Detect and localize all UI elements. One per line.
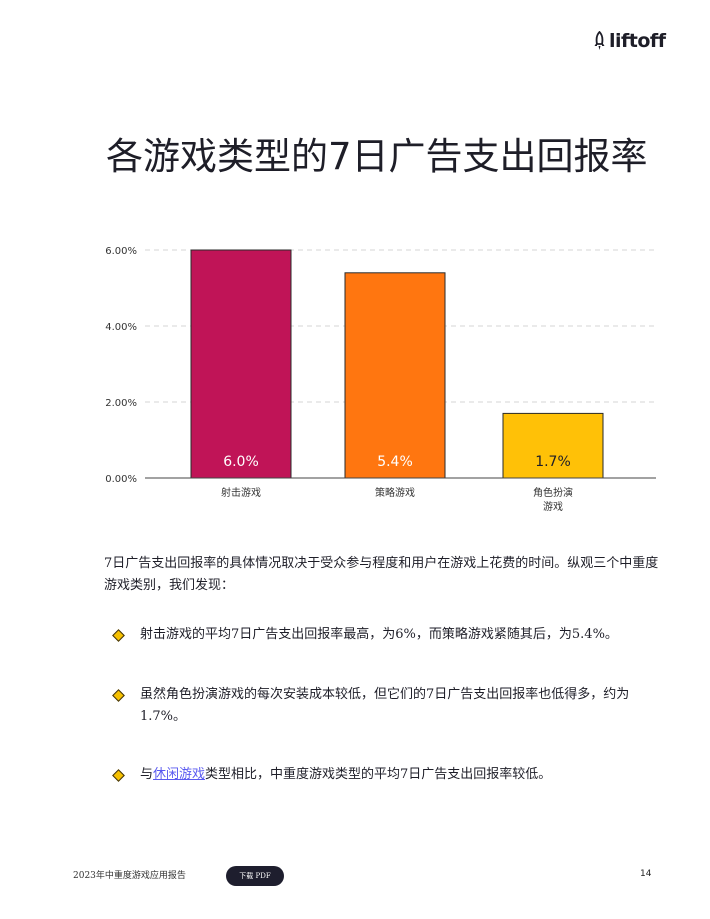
page-number: 14	[640, 869, 652, 879]
data-label: 1.7%	[535, 454, 571, 470]
bullet-text: 与休闲游戏类型相比，中重度游戏类型的平均7日广告支出回报率较低。	[140, 764, 650, 786]
report-name: 2023年中重度游戏应用报告	[73, 871, 186, 881]
bullet-item: 与休闲游戏类型相比，中重度游戏类型的平均7日广告支出回报率较低。	[112, 764, 650, 786]
x-tick-label: 游戏	[543, 500, 563, 513]
bullet-prefix: 与	[140, 767, 154, 782]
bar	[502, 412, 604, 479]
y-tick-label: 0.00%	[105, 474, 137, 485]
casual-games-link[interactable]: 休闲游戏	[153, 767, 206, 782]
x-tick-label: 角色扮演	[533, 486, 573, 499]
bar	[344, 272, 446, 479]
bar	[190, 249, 292, 479]
download-pdf-button[interactable]: 下载 PDF	[226, 866, 284, 886]
brand-name: liftoff	[609, 30, 666, 52]
bullet-item: 射击游戏的平均7日广告支出回报率最高，为6%，而策略游戏紧随其后，为5.4%。	[112, 624, 650, 646]
bar-chart: 0.00% 2.00% 4.00% 6.00% 6.0% 射击游戏 5.4% 策略游戏 1.7%…	[105, 246, 656, 513]
x-tick-label: 射击游戏	[221, 486, 261, 499]
bullet-text: 射击游戏的平均7日广告支出回报率最高，为6%，而策略游戏紧随其后，为5.4%。	[140, 627, 618, 642]
bullet-text: 虽然角色扮演游戏的每次安装成本较低，但它们的7日广告支出回报率也低得多，约为1.…	[140, 687, 630, 724]
y-tick-label: 2.00%	[105, 398, 137, 409]
y-tick-label: 6.00%	[105, 246, 137, 257]
data-label: 6.0%	[223, 454, 259, 470]
data-label: 5.4%	[377, 454, 413, 470]
bullet-suffix: 类型相比，中重度游戏类型的平均7日广告支出回报率较低。	[205, 767, 552, 782]
liftoff-logo: liftoff	[593, 30, 666, 52]
x-tick-label: 策略游戏	[375, 486, 415, 499]
diamond-bullet-icon	[112, 769, 125, 782]
page-title: 各游戏类型的7日广告支出回报率	[106, 134, 648, 178]
y-tick-label: 4.00%	[105, 322, 137, 333]
bullet-item: 虽然角色扮演游戏的每次安装成本较低，但它们的7日广告支出回报率也低得多，约为1.…	[112, 684, 650, 728]
intro-paragraph: 7日广告支出回报率的具体情况取决于受众参与程度和用户在游戏上花费的时间。纵观三个…	[104, 556, 659, 593]
diamond-bullet-icon	[112, 629, 125, 642]
rocket-icon	[594, 31, 605, 50]
diamond-bullet-icon	[112, 689, 125, 702]
